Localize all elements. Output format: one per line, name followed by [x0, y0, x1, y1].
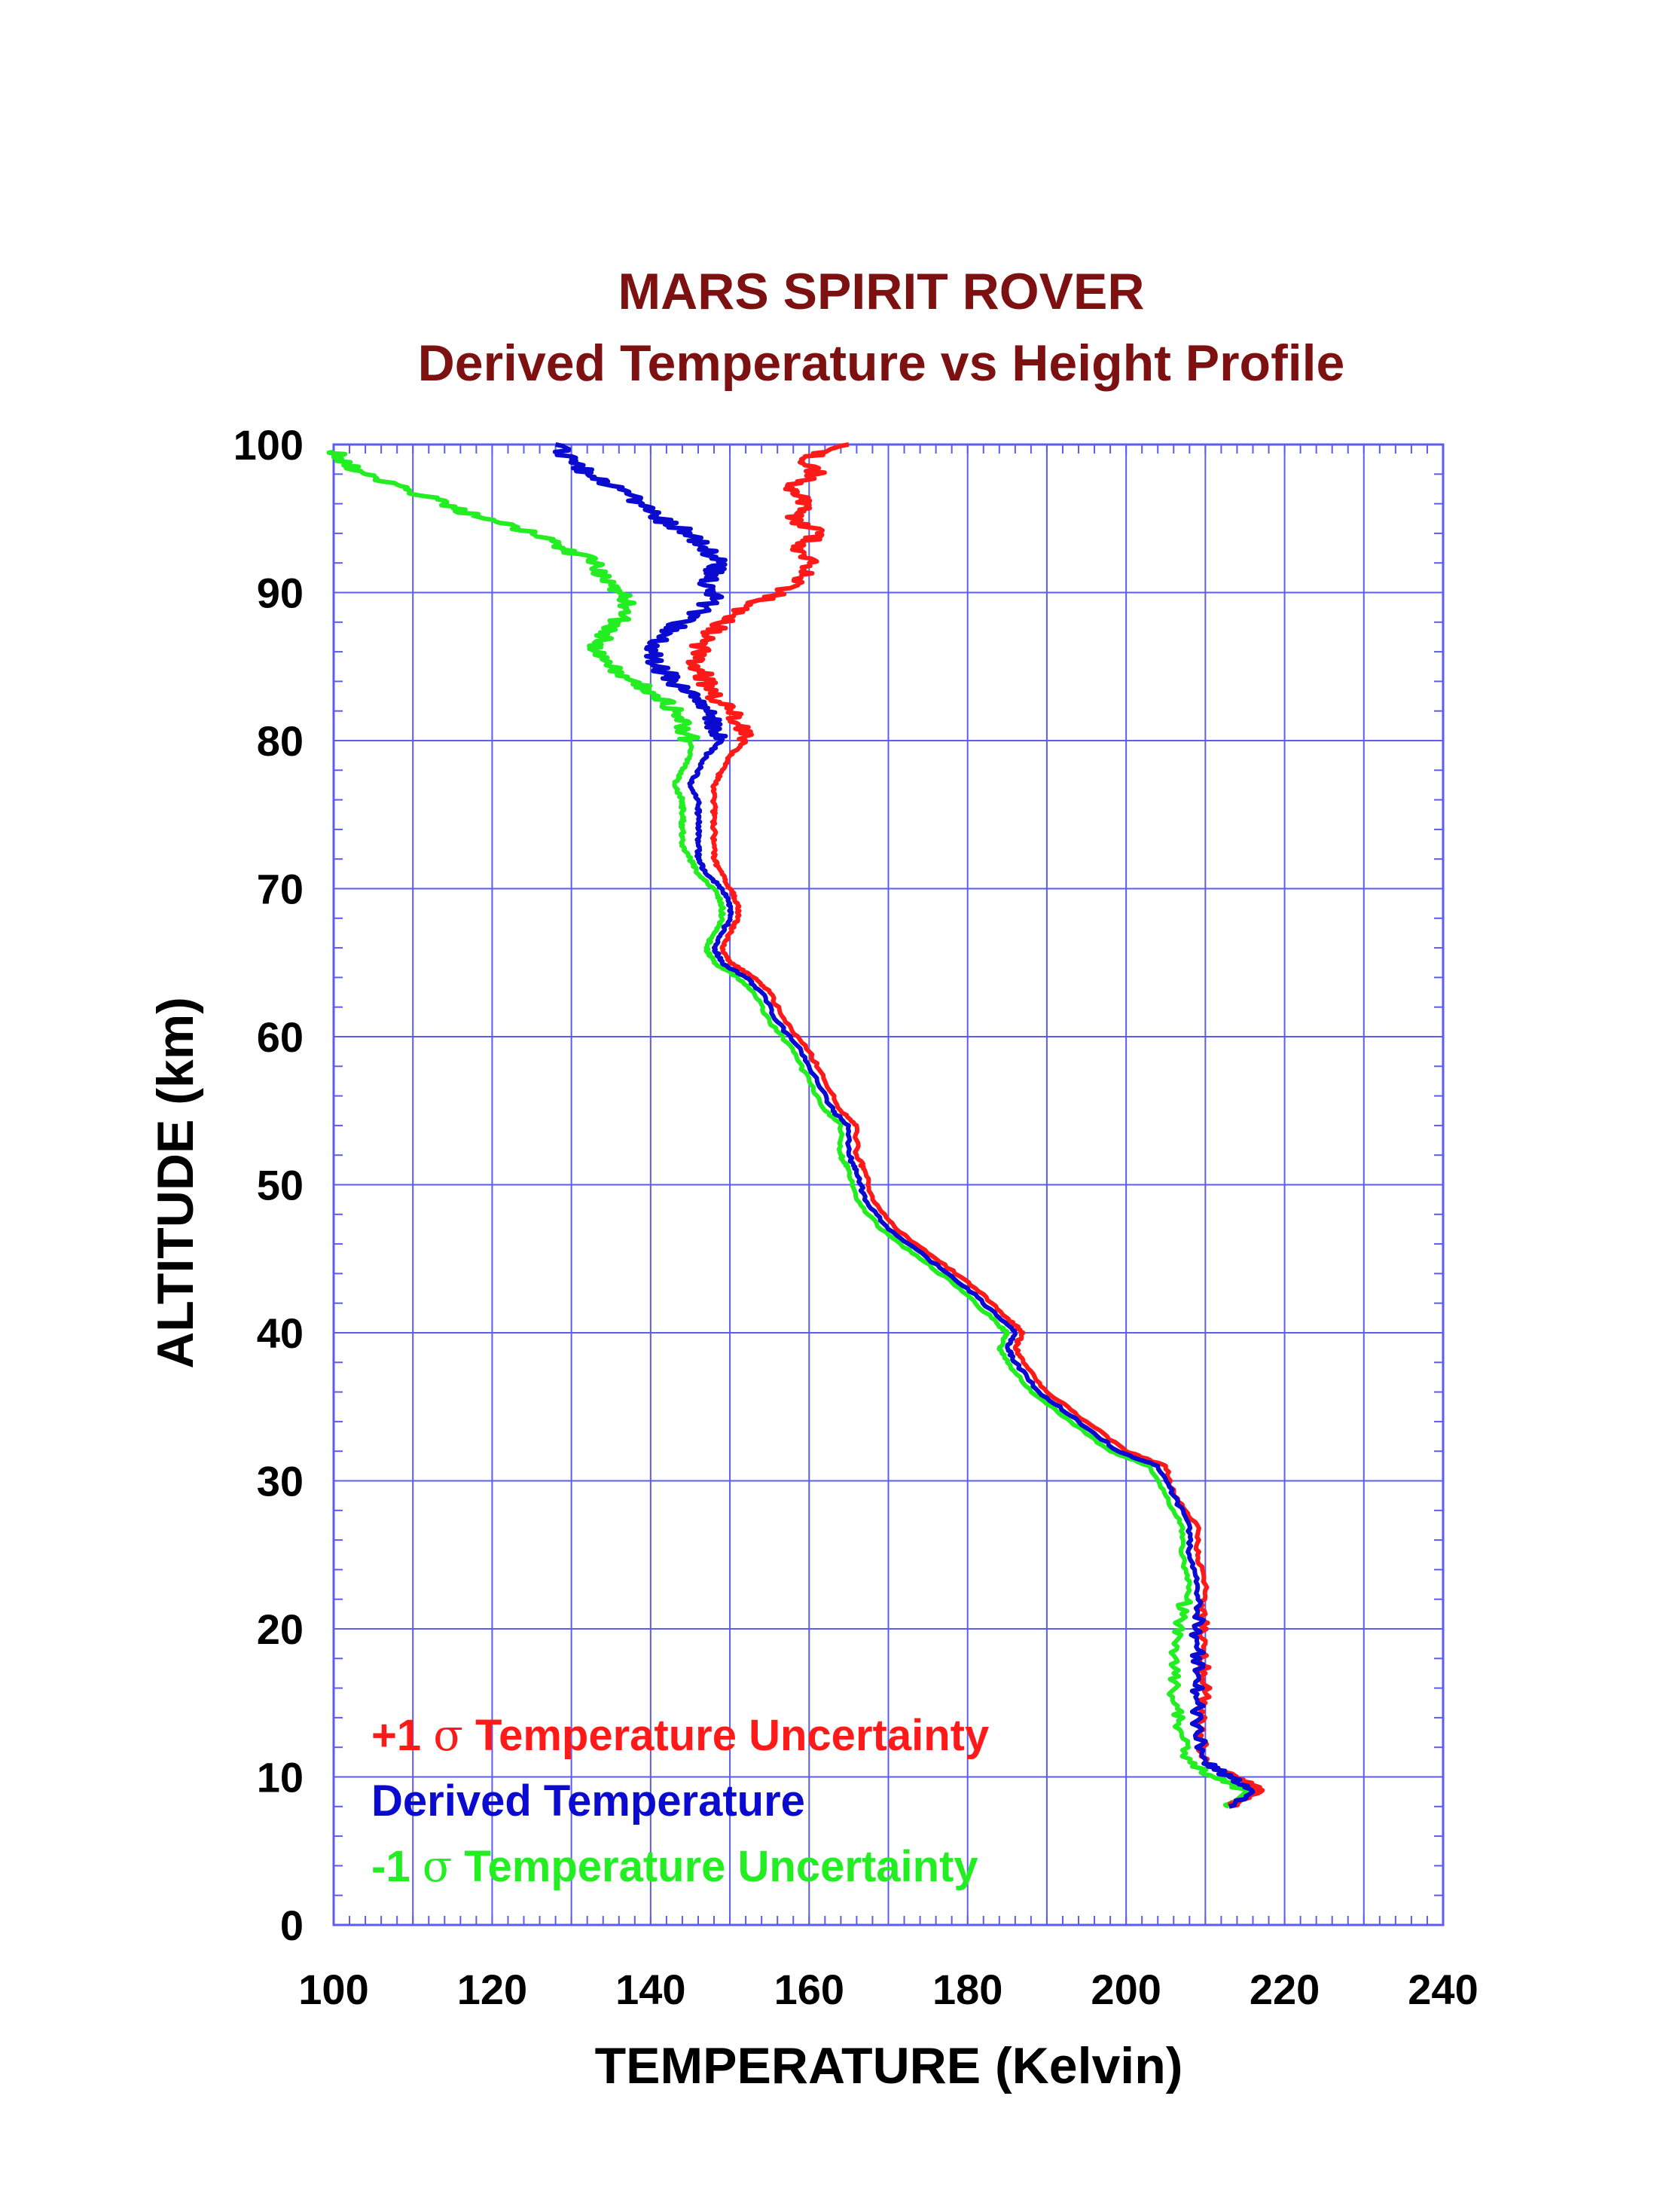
chart-subtitle: Derived Temperature vs Height Profile [418, 335, 1345, 392]
y-tick-label: 50 [257, 1162, 304, 1209]
chart-title: MARS SPIRIT ROVER [618, 263, 1145, 320]
y-tick-label: 70 [257, 866, 304, 913]
y-tick-label: 20 [257, 1606, 304, 1653]
y-tick-label: 0 [280, 1902, 304, 1949]
legend-item-derived: Derived Temperature [371, 1777, 805, 1826]
x-tick-label: 160 [774, 1966, 844, 2013]
x-tick-label: 220 [1250, 1966, 1320, 2013]
y-tick-label: 30 [257, 1458, 304, 1505]
y-tick-label: 100 [233, 421, 304, 469]
legend-item-plus-sigma: +1 σ Temperature Uncertainty [371, 1709, 989, 1761]
legend-minus-suffix: Temperature Uncertainty [452, 1842, 978, 1891]
x-tick-label: 140 [615, 1966, 685, 2013]
x-tick-label: 180 [932, 1966, 1002, 2013]
y-tick-label: 40 [257, 1309, 304, 1357]
y-tick-label: 10 [257, 1754, 304, 1801]
y-axis-label: ALTITUDE (km) [147, 997, 204, 1369]
x-tick-label: 100 [298, 1966, 368, 2013]
grid [334, 445, 1443, 1925]
minor-ticks [333, 444, 1444, 1926]
data-series [326, 442, 1265, 1809]
legend-minus-sigma-symbol: σ [423, 1841, 453, 1892]
series-line [552, 442, 1256, 1809]
x-axis-label: TEMPERATURE (Kelvin) [595, 2037, 1183, 2094]
legend-item-minus-sigma: -1 σ Temperature Uncertainty [371, 1841, 978, 1892]
legend-derived-label: Derived Temperature [371, 1777, 805, 1826]
legend-plus-prefix: +1 [371, 1711, 433, 1760]
legend: +1 σ Temperature Uncertainty Derived Tem… [371, 1709, 989, 1892]
series-line [685, 442, 1265, 1809]
y-tick-label: 80 [257, 717, 304, 765]
y-tick-labels: 0 10 20 30 40 50 60 70 80 90 100 [233, 421, 304, 1949]
x-tick-label: 240 [1408, 1966, 1478, 2013]
y-tick-label: 60 [257, 1013, 304, 1061]
x-tick-label: 200 [1091, 1966, 1161, 2013]
y-tick-label: 90 [257, 570, 304, 617]
legend-plus-suffix: Temperature Uncertainty [463, 1711, 989, 1760]
legend-minus-prefix: -1 [371, 1842, 423, 1891]
legend-plus-sigma-symbol: σ [433, 1709, 463, 1761]
series-line [326, 449, 1250, 1809]
x-tick-labels: 100 120 140 160 180 200 220 240 [298, 1966, 1478, 2013]
x-tick-label: 120 [457, 1966, 527, 2013]
